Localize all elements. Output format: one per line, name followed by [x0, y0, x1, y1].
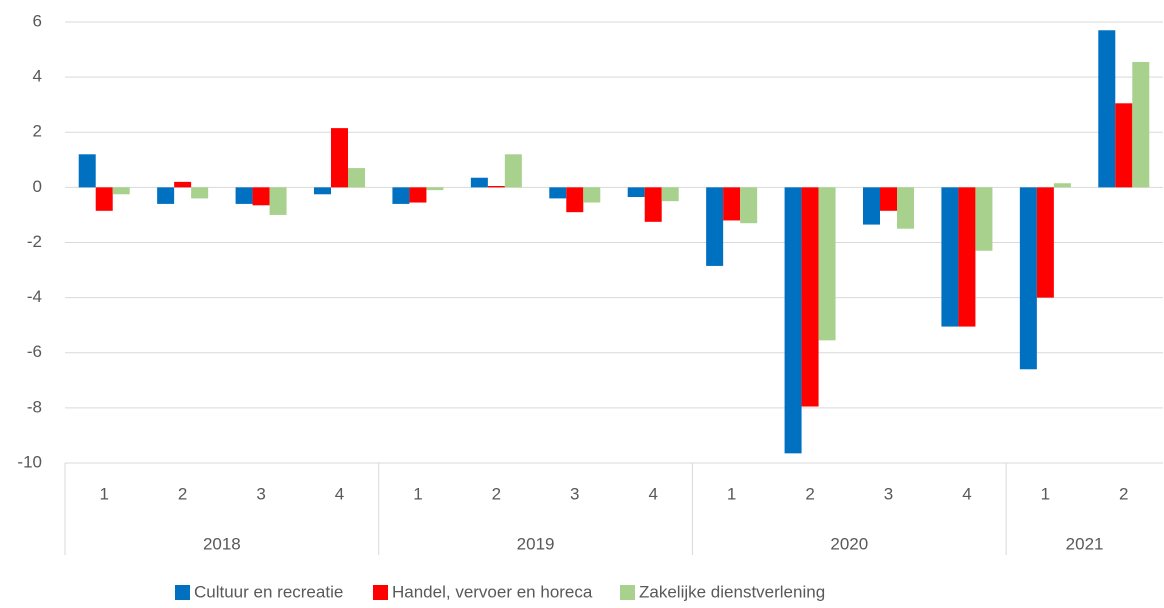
x-tick-label: 3 — [570, 484, 579, 503]
x-tick-label: 2 — [178, 484, 187, 503]
bar — [112, 187, 130, 195]
group-label: 2021 — [1066, 534, 1104, 553]
x-tick-label: 1 — [99, 484, 108, 503]
bar — [661, 187, 679, 202]
bar — [723, 187, 741, 221]
bar — [314, 187, 331, 195]
bar — [644, 187, 662, 222]
x-tick-label: 4 — [648, 484, 657, 503]
legend-swatch — [175, 585, 190, 600]
bar — [157, 187, 175, 204]
bar — [627, 187, 645, 198]
y-tick-label: 4 — [33, 67, 42, 86]
y-tick-label: 0 — [33, 177, 42, 196]
bar — [958, 187, 976, 327]
y-tick-label: -10 — [17, 452, 42, 471]
y-tick-label: -6 — [27, 342, 42, 361]
bar — [1019, 187, 1037, 370]
x-tick-label: 4 — [335, 484, 344, 503]
bar — [191, 187, 209, 199]
x-tick-label: 3 — [884, 484, 893, 503]
bar — [95, 187, 113, 211]
x-tick-label: 2 — [1119, 484, 1128, 503]
bar — [504, 154, 522, 188]
bar — [331, 128, 348, 188]
x-tick-label: 2 — [492, 484, 501, 503]
group-label: 2018 — [203, 534, 241, 553]
bar — [174, 181, 192, 188]
bar — [252, 187, 270, 206]
x-tick-label: 4 — [962, 484, 971, 503]
bar — [863, 187, 880, 225]
bar — [1132, 61, 1150, 188]
y-tick-label: -2 — [27, 232, 42, 251]
group-label: 2020 — [830, 534, 868, 553]
bar — [78, 154, 96, 188]
bar — [1115, 103, 1133, 188]
y-tick-label: -8 — [27, 397, 42, 416]
group-label: 2019 — [517, 534, 555, 553]
bar — [897, 187, 914, 229]
bar — [269, 187, 287, 215]
x-tick-label: 1 — [413, 484, 422, 503]
legend-label: Handel, vervoer en horeca — [392, 582, 593, 601]
bar — [470, 177, 488, 188]
bar — [1098, 30, 1116, 188]
bar — [740, 187, 758, 224]
bar — [975, 187, 993, 251]
bar — [784, 187, 802, 454]
bar — [566, 187, 584, 213]
bar — [549, 187, 567, 199]
legend-swatch — [620, 585, 635, 600]
bar — [487, 185, 505, 188]
bar — [801, 187, 819, 407]
bar — [426, 187, 444, 191]
bar — [706, 187, 724, 266]
y-tick-label: 6 — [33, 11, 42, 30]
bar — [1036, 187, 1054, 298]
bar — [409, 187, 427, 203]
y-tick-label: 2 — [33, 122, 42, 141]
x-tick-label: 3 — [256, 484, 265, 503]
bar — [392, 187, 410, 204]
bar — [235, 187, 253, 204]
bar — [818, 187, 836, 341]
legend-label: Cultuur en recreatie — [194, 582, 343, 601]
x-tick-label: 2 — [805, 484, 814, 503]
bar — [1053, 183, 1071, 188]
x-tick-label: 1 — [727, 484, 736, 503]
y-tick-label: -4 — [27, 287, 42, 306]
legend-label: Zakelijke dienstverlening — [639, 582, 825, 601]
x-tick-label: 1 — [1041, 484, 1050, 503]
legend-swatch — [373, 585, 388, 600]
bar — [941, 187, 959, 327]
bar — [583, 187, 601, 203]
bar — [348, 168, 365, 188]
bar — [880, 187, 897, 211]
